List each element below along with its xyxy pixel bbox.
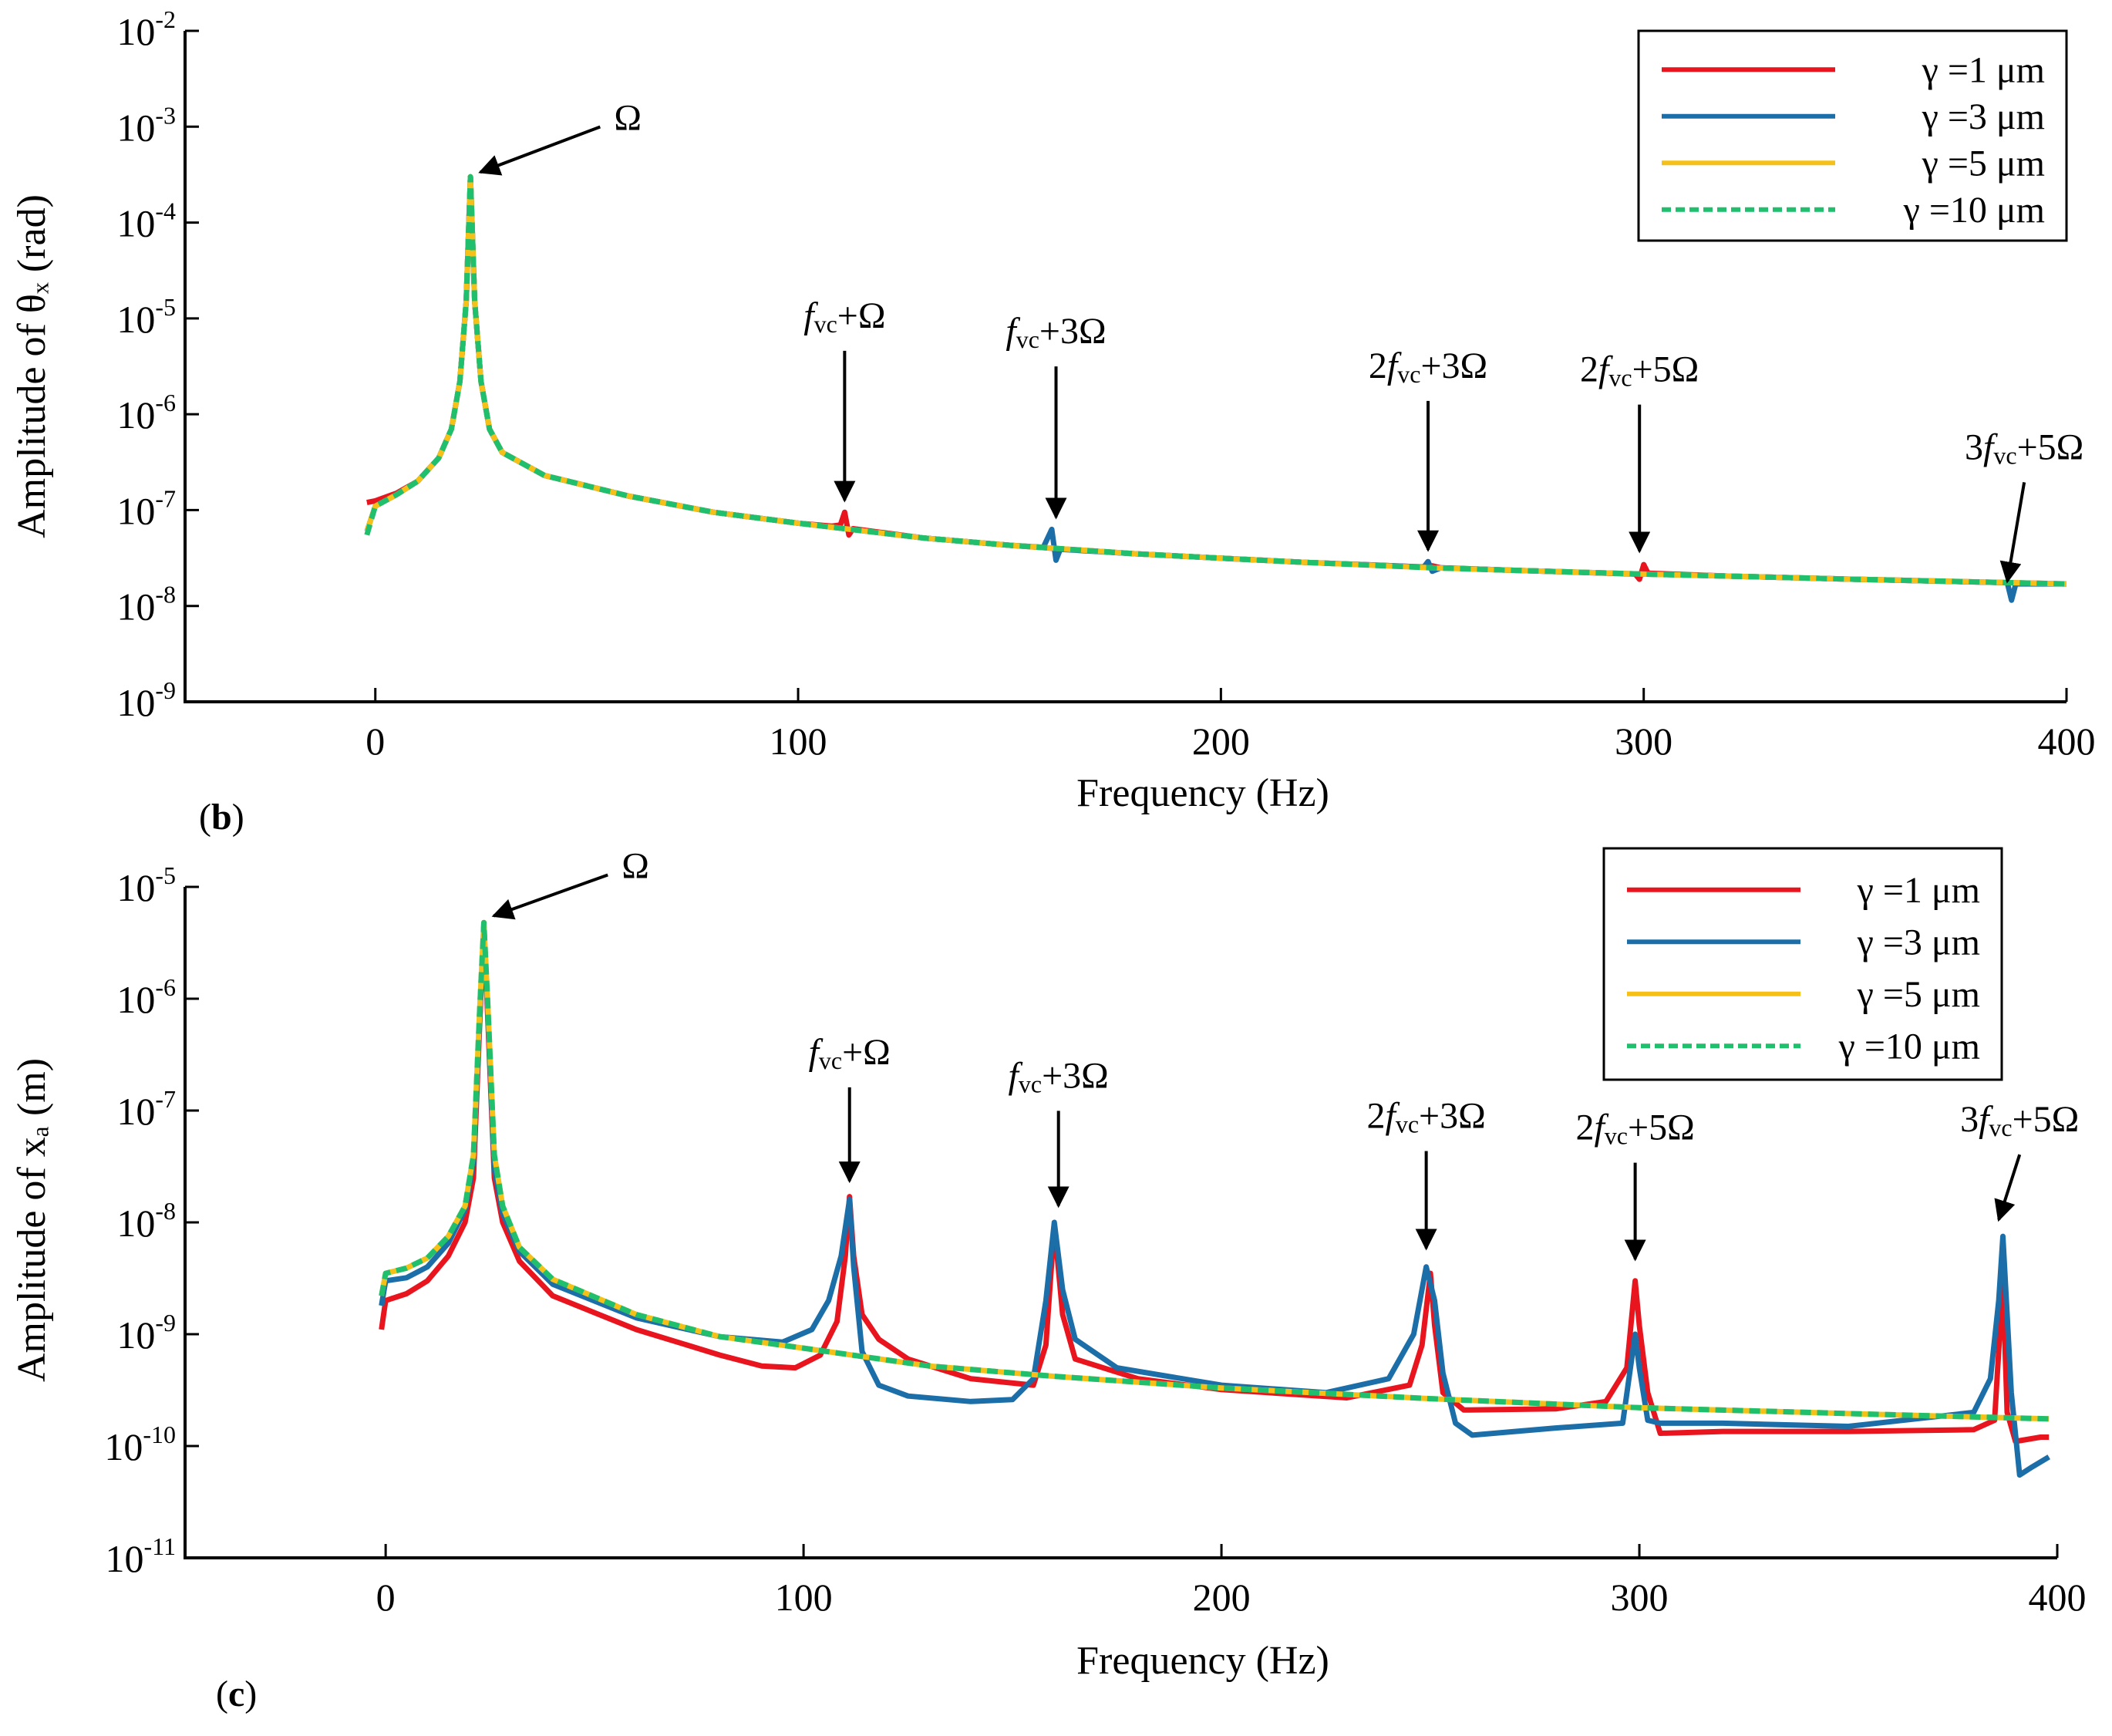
annotation-label: 2fvc+5Ω <box>1575 1107 1694 1150</box>
x-tick-label: 300 <box>1615 720 1672 763</box>
y-tick-label: 10-7 <box>116 484 176 532</box>
y-tick-label: 10-7 <box>116 1085 176 1133</box>
x-tick-label: 200 <box>1193 1576 1251 1619</box>
x-tick-label: 0 <box>376 1576 396 1619</box>
legend-label: γ =1 μm <box>1857 870 1980 911</box>
legend-label: γ =10 μm <box>1838 1026 1980 1067</box>
annotation-label: 2fvc+5Ω <box>1580 349 1699 392</box>
x-tick-label: 400 <box>2029 1576 2087 1619</box>
x-tick-label: 100 <box>770 720 827 763</box>
y-tick-label: 10-5 <box>116 861 176 909</box>
panel-label: (c) <box>216 1674 257 1714</box>
x-tick-label: 0 <box>365 720 385 763</box>
legend-label: γ =1 μm <box>1922 49 2045 90</box>
y-tick-label: 10-3 <box>116 101 176 149</box>
x-axis-title: Frequency (Hz) <box>1076 771 1329 815</box>
x-tick-label: 100 <box>775 1576 833 1619</box>
legend-label: γ =3 μm <box>1857 922 1980 962</box>
chart-panel-c: 10-11 10-10 10-9 10-8 10-7 10-6 10-5 0 100 200 300… <box>10 845 2087 1714</box>
y-tick-label: 10-8 <box>116 1197 176 1245</box>
panel-label: (b) <box>199 797 244 838</box>
x-tick-label: 400 <box>2038 720 2096 763</box>
annotation-arrow <box>1999 482 2026 584</box>
y-tick-label: 10-4 <box>116 197 176 245</box>
annotation-label: fvc+Ω <box>809 1032 891 1074</box>
x-axis-title: Frequency (Hz) <box>1076 1639 1329 1683</box>
legend: γ =1 μm γ =3 μm γ =5 μm γ =10 μm <box>1637 29 2068 242</box>
series-line-4 <box>379 919 2050 1422</box>
annotation-label: fvc+Ω <box>803 295 885 338</box>
y-axis-title: Amplitude of xₐ (m) <box>10 1058 54 1382</box>
annotation-arrow <box>491 873 608 920</box>
y-tick-label: 10-5 <box>116 293 176 341</box>
legend-box <box>1602 847 2003 1081</box>
series-line-4 <box>364 174 2067 587</box>
y-tick-label: 10-2 <box>116 5 176 53</box>
annotation-arrow <box>478 125 601 176</box>
y-tick-label: 10-9 <box>116 676 176 724</box>
y-tick-label: 10-6 <box>116 389 176 437</box>
y-tick-label: 10-6 <box>116 973 176 1021</box>
legend: γ =1 μm γ =3 μm γ =5 μm γ =10 μm <box>1602 847 2003 1081</box>
y-tick-label: 10-10 <box>104 1421 176 1468</box>
legend-label: γ =10 μm <box>1903 190 2045 231</box>
y-tick-label: 10-8 <box>116 581 176 629</box>
annotation-label: fvc+3Ω <box>1005 311 1106 353</box>
x-tick-label: 300 <box>1611 1576 1669 1619</box>
chart-panel-b: 10-9 10-8 10-7 10-6 10-5 10-4 10-3 10-2 0 100 200 3… <box>10 5 2096 838</box>
series-group <box>379 919 2050 1478</box>
annotation-label: Ω <box>621 845 649 886</box>
annotation-label: 3fvc+5Ω <box>1965 426 2083 469</box>
annotation-label: fvc+3Ω <box>1009 1055 1109 1097</box>
annotation-label: Ω <box>614 97 642 138</box>
x-tick-label: 200 <box>1192 720 1250 763</box>
series-group <box>364 174 2067 603</box>
legend-label: γ =3 μm <box>1922 96 2045 137</box>
annotation-label: 3fvc+5Ω <box>1960 1099 2079 1141</box>
annotation-label: 2fvc+3Ω <box>1369 346 1487 388</box>
legend-box <box>1637 29 2068 242</box>
y-tick-label: 10-9 <box>116 1309 176 1357</box>
annotation-arrow <box>1994 1154 2022 1222</box>
y-tick-label: 10-11 <box>106 1532 176 1580</box>
annotation-label: 2fvc+3Ω <box>1366 1095 1485 1138</box>
y-axis-title: Amplitude of θₓ (rad) <box>10 194 54 538</box>
legend-label: γ =5 μm <box>1922 143 2045 184</box>
legend-label: γ =5 μm <box>1857 974 1980 1015</box>
